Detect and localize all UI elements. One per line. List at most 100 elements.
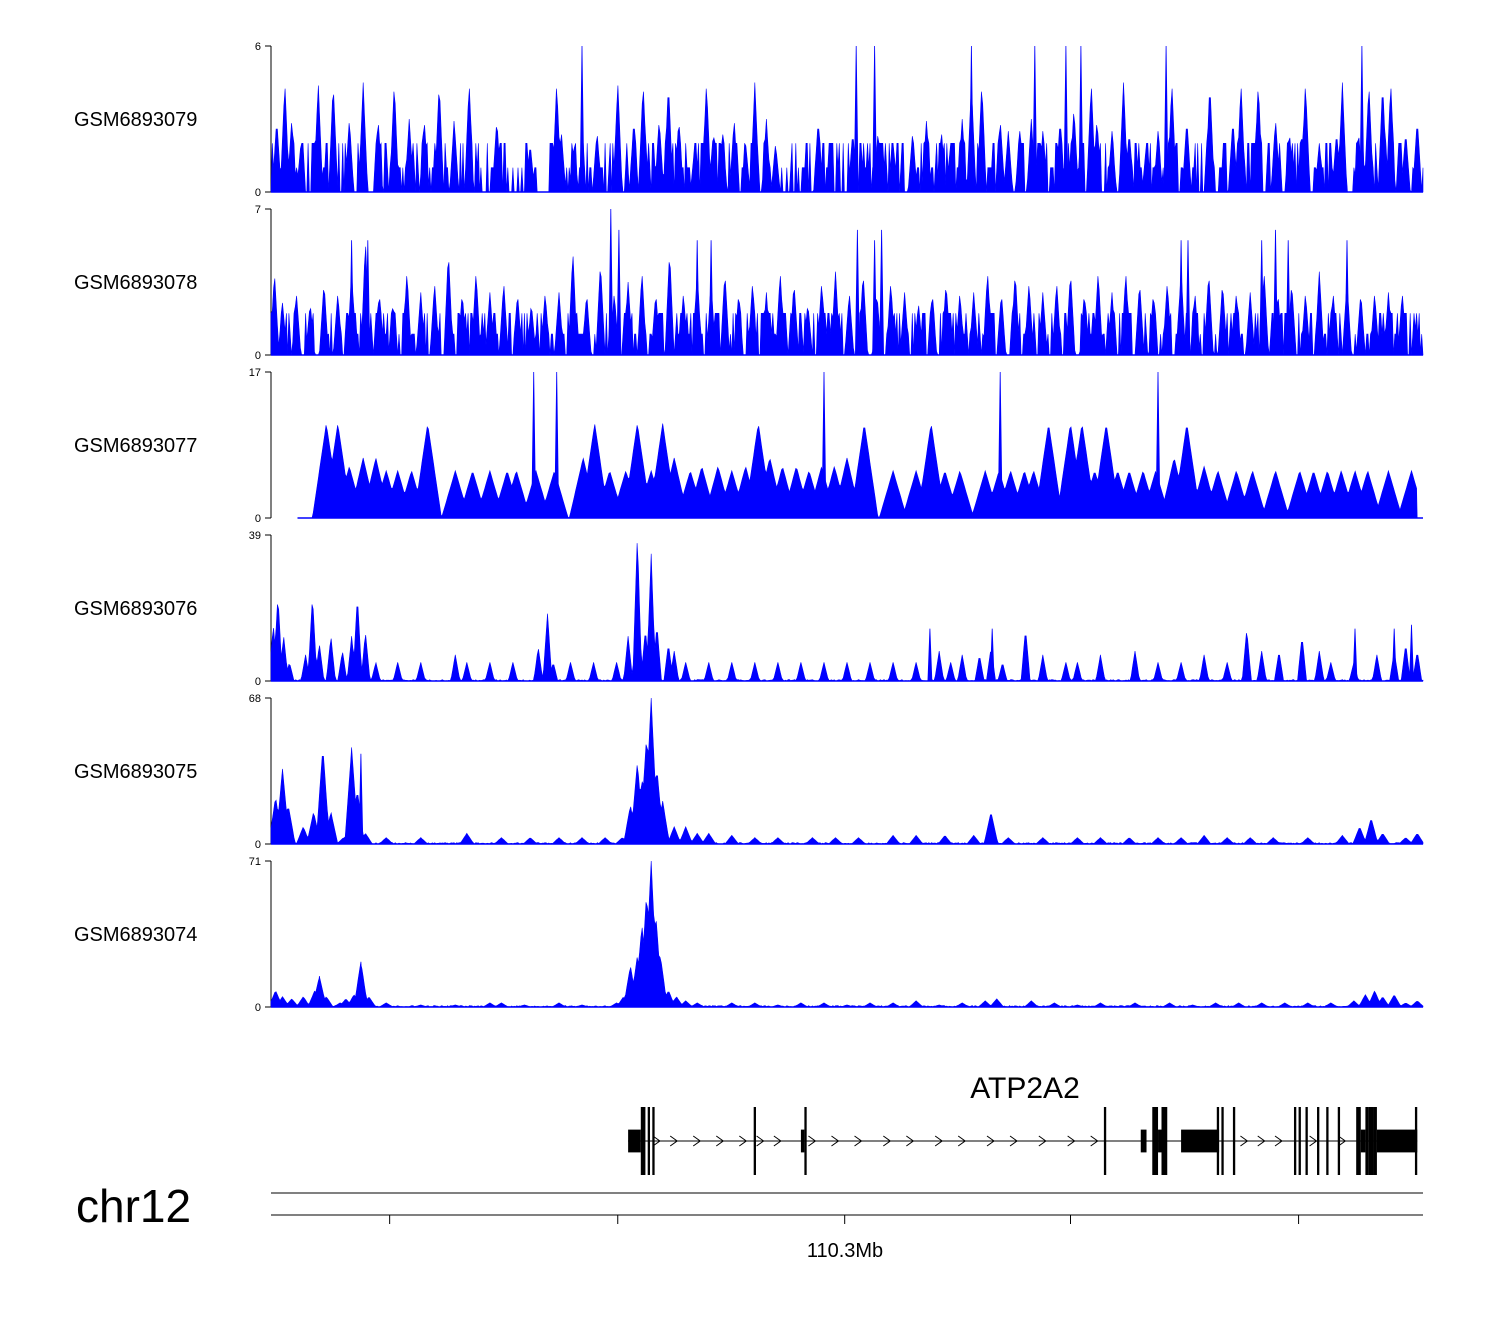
track-GSM6893075: GSM6893075 68 0 — [74, 693, 1424, 851]
y-tick-label-min: 0 — [255, 513, 261, 525]
strand-arrow — [906, 1135, 915, 1147]
coverage-spike — [872, 240, 878, 356]
coverage-spike — [316, 976, 322, 1008]
strand-arrow — [883, 1135, 892, 1147]
coverage-tracks: GSM689307960GSM689307870GSM6893077170GSM… — [74, 41, 1424, 1014]
coverage-area-GSM6893076 — [270, 543, 1424, 682]
coverage-area-GSM6893077 — [297, 423, 1418, 519]
coverage-spike — [1032, 45, 1038, 193]
coverage-spike — [879, 229, 885, 356]
coverage-spike — [854, 229, 860, 356]
coverage-area-GSM6893075 — [270, 697, 1424, 845]
strand-arrow — [669, 1135, 679, 1147]
exon — [652, 1107, 655, 1175]
coverage-spike — [989, 628, 995, 682]
coverage-spike — [531, 371, 537, 519]
gene-track: ATP2A2 — [628, 1072, 1418, 1175]
coverage-spike — [1285, 240, 1291, 356]
strand-arrow — [934, 1135, 944, 1147]
coverage-spike — [1163, 45, 1169, 193]
coverage-spike — [997, 371, 1003, 519]
y-tick-label-max: 68 — [249, 693, 261, 705]
coverage-spike — [1391, 628, 1397, 682]
y-tick-label-max: 71 — [249, 856, 261, 868]
coverage-spike — [694, 240, 700, 356]
track-label: GSM6893077 — [74, 435, 197, 457]
y-tick-label-max: 39 — [249, 530, 261, 542]
strand-arrow — [739, 1135, 748, 1147]
coverage-area-GSM6893078 — [270, 246, 1424, 356]
exon — [800, 1129, 805, 1153]
coverage-spike — [1359, 45, 1365, 193]
coverage-spike — [968, 45, 974, 193]
exon — [628, 1129, 641, 1153]
exon — [1293, 1107, 1297, 1175]
strand-arrow — [986, 1135, 995, 1147]
exon — [1216, 1107, 1220, 1175]
strand-arrow — [957, 1135, 967, 1147]
strand-arrow — [1240, 1135, 1249, 1147]
exon — [1181, 1129, 1220, 1153]
coverage-spike — [1078, 45, 1084, 193]
exon — [1305, 1107, 1308, 1175]
exon — [1356, 1107, 1361, 1175]
coverage-spike — [927, 628, 933, 682]
genome-axis: chr12 110.3Mb — [76, 1180, 1423, 1262]
strand-arrow — [715, 1135, 725, 1147]
coverage-spike — [1155, 371, 1161, 519]
exon — [1232, 1107, 1236, 1175]
coverage-spike — [1273, 229, 1278, 356]
y-tick-label-min: 0 — [255, 839, 261, 851]
exon — [1140, 1129, 1147, 1153]
coverage-spike — [616, 229, 622, 356]
strand-arrow — [1009, 1135, 1018, 1147]
y-tick-label-min: 0 — [255, 676, 261, 688]
exon — [1360, 1129, 1366, 1153]
strand-arrow — [756, 1135, 765, 1147]
exon — [1103, 1107, 1107, 1175]
strand-arrow — [831, 1135, 840, 1147]
y-tick-label-min: 0 — [255, 187, 261, 199]
track-GSM6893074: GSM6893074 71 0 — [74, 856, 1424, 1014]
exon — [1152, 1107, 1159, 1175]
track-label: GSM6893079 — [74, 109, 197, 131]
coverage-spike — [554, 371, 560, 519]
strand-arrow — [773, 1135, 782, 1147]
coverage-area-GSM6893074 — [270, 860, 1424, 1008]
y-tick-label-min: 0 — [255, 1002, 261, 1014]
coverage-spike — [1063, 45, 1069, 193]
strand-arrow — [1090, 1135, 1099, 1147]
coverage-spike — [853, 45, 859, 193]
track-label: GSM6893075 — [74, 761, 197, 783]
gene-model-ATP2A2 — [628, 1107, 1418, 1175]
coverage-spike — [1344, 240, 1350, 356]
track-GSM6893076: GSM6893076 39 0 — [74, 530, 1424, 688]
coverage-spike — [1185, 240, 1191, 356]
track-GSM6893079: GSM6893079 6 0 — [74, 41, 1424, 199]
exon — [1376, 1129, 1418, 1153]
track-GSM6893078: GSM6893078 7 0 — [74, 204, 1424, 362]
y-tick-label-max: 6 — [255, 41, 261, 53]
exon — [1414, 1107, 1418, 1175]
gene-label: ATP2A2 — [970, 1072, 1080, 1105]
exon — [1326, 1107, 1329, 1175]
track-GSM6893077: GSM6893077 17 0 — [74, 367, 1423, 525]
exon — [753, 1107, 756, 1175]
coverage-spike — [821, 371, 827, 519]
position-tick-label: 110.3Mb — [807, 1240, 883, 1262]
exon — [1298, 1107, 1301, 1175]
exon — [1373, 1107, 1377, 1175]
coverage-spike — [349, 240, 355, 356]
strand-arrow — [692, 1135, 702, 1147]
strand-arrow — [1338, 1135, 1347, 1147]
coverage-area-GSM6893079 — [270, 82, 1424, 194]
exon — [1368, 1107, 1374, 1175]
exon — [1317, 1107, 1320, 1175]
coverage-spike — [1409, 624, 1414, 682]
coverage-spike — [358, 753, 364, 845]
y-tick-label-max: 17 — [249, 367, 261, 379]
exon — [647, 1107, 651, 1175]
strand-arrow — [1309, 1135, 1318, 1147]
y-tick-label-min: 0 — [255, 350, 261, 362]
exon — [1365, 1107, 1369, 1175]
